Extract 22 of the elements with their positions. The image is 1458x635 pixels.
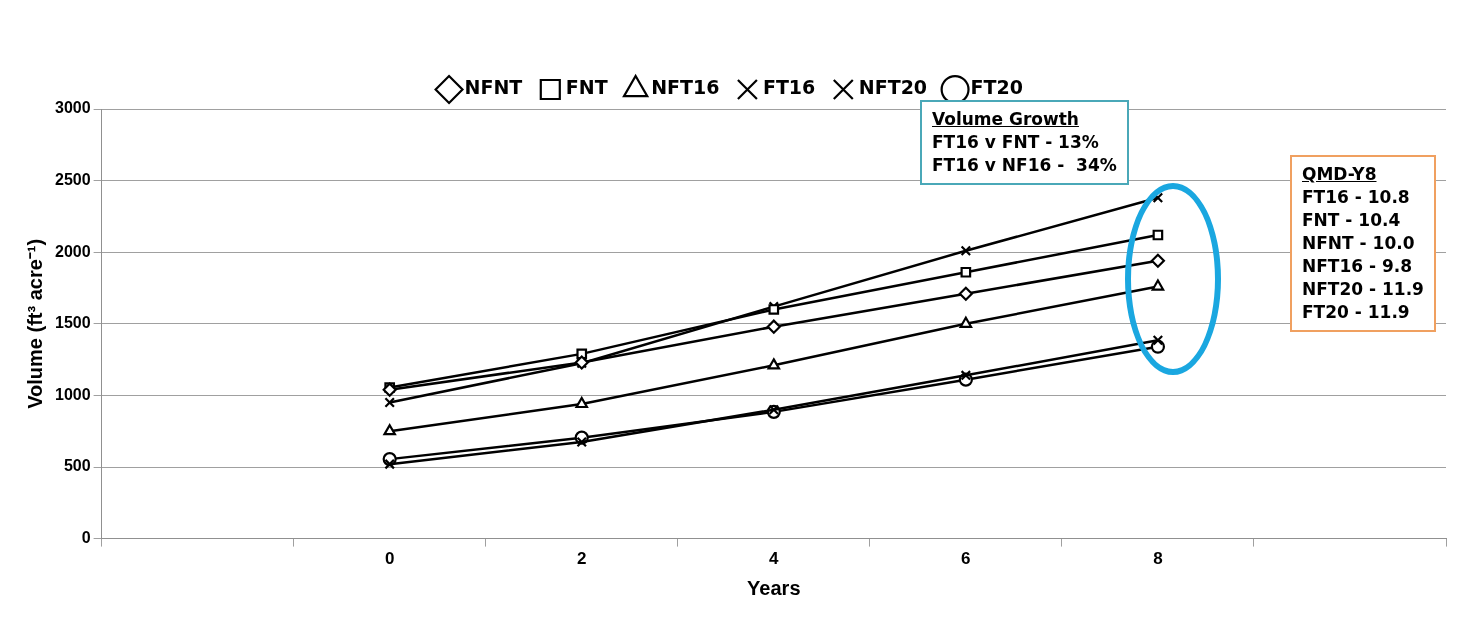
legend-label: FT20 [970,76,1023,99]
x-tick-label: 2 [577,549,587,569]
y-tick-label: 2500 [55,171,91,189]
annotation: QMD-Y8 FT16 - 10.8 FNT - 10.4 NFNT - 10.0 NFT16 - 9.8 NFT20 - 11.9 FT20 - 11.9 [1302,163,1424,324]
x-axis-title: Years [747,576,801,599]
legend-label: FT16 [762,76,816,99]
y-tick-label: 2000 [55,242,91,260]
x-tick-label: 4 [769,549,780,569]
y-axis-title: Volume (ft³ acre⁻¹) [23,238,46,409]
x-tick-label: 0 [384,549,395,569]
legend-label: FNT [565,76,608,99]
y-tick-label: 0 [81,529,91,547]
x-tick-label: 8 [1153,549,1163,569]
annotation: Volume Growth FT16 v FNT - 13% FT16 v NF16 - 34% [932,108,1117,177]
y-tick-label: 500 [63,457,91,475]
legend-label: NFNT [464,76,523,99]
legend-label: NFT20 [858,76,928,99]
y-tick-label: 1500 [55,314,91,332]
x-tick-label: 6 [961,549,971,569]
y-tick-label: 3000 [55,99,91,117]
legend-label: NFT16 [651,76,720,99]
y-tick-label: 1000 [55,385,91,403]
